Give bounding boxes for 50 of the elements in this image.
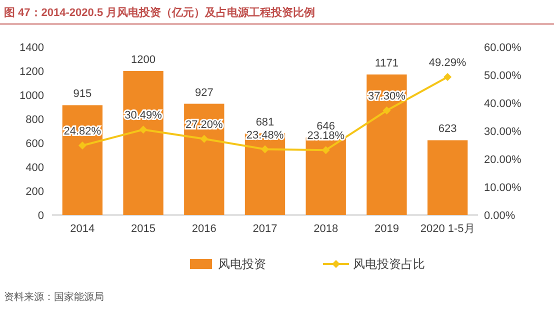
- y2-tick-label: 60.00%: [484, 42, 522, 54]
- data-label: 681: [256, 116, 274, 128]
- chart-title: 图 47：2014-2020.5 月风电投资（亿元）及占电源工程投资比例: [4, 6, 316, 19]
- data-label: 915: [73, 88, 92, 100]
- x-tick-label: 2017: [252, 223, 278, 235]
- x-tick-label: 2015: [131, 223, 156, 235]
- y2-tick-label: 10.00%: [484, 182, 522, 194]
- point: [444, 72, 452, 81]
- bar: [184, 104, 224, 215]
- data-label: 49.29%: [428, 56, 466, 69]
- bar: [427, 140, 468, 215]
- data-label: 1171: [374, 57, 399, 70]
- legend-label: 风电投资: [218, 257, 266, 271]
- x-tick-label: 2018: [314, 223, 338, 235]
- x-tick-label: 2019: [374, 223, 399, 235]
- y2-tick-label: 20.00%: [484, 154, 522, 166]
- bar: [123, 71, 164, 215]
- bar: [366, 74, 407, 215]
- y2-tick-label: 0.00%: [484, 210, 516, 222]
- data-label: 24.82%: [64, 126, 102, 138]
- data-label: 623: [438, 123, 457, 136]
- data-label: 27.20%: [185, 118, 224, 131]
- point: [322, 146, 330, 154]
- y-tick-label: 1400: [20, 42, 44, 54]
- data-label: 37.30%: [368, 90, 406, 103]
- data-label: 646: [316, 120, 336, 132]
- point: [261, 145, 269, 154]
- point: [200, 134, 208, 143]
- point: [139, 126, 148, 134]
- y2-tick-label: 30.00%: [484, 126, 522, 138]
- data-label: 30.49%: [124, 110, 162, 122]
- data-label: 927: [194, 86, 214, 99]
- y-tick-label: 400: [26, 162, 44, 174]
- legend-label: 风电投资占比: [353, 257, 425, 271]
- y2-tick-label: 40.00%: [484, 98, 522, 110]
- y-tick-label: 1000: [20, 90, 44, 102]
- y2-tick-label: 50.00%: [484, 70, 522, 82]
- y-tick-label: 1200: [20, 66, 44, 78]
- bar: [62, 105, 103, 215]
- y-tick-label: 600: [26, 138, 44, 150]
- x-tick-label: 2014: [70, 223, 95, 235]
- point: [78, 142, 86, 150]
- x-tick-label: 2020 1-5月: [420, 223, 475, 235]
- x-tick-label: 2016: [192, 223, 216, 235]
- y-tick-label: 200: [26, 186, 44, 198]
- y-tick-label: 800: [26, 114, 44, 126]
- text: 资料来源：国家能源局: [4, 291, 104, 303]
- y-tick-label: 0: [38, 210, 44, 222]
- point: [382, 106, 391, 115]
- data-label: 1200: [131, 54, 156, 66]
